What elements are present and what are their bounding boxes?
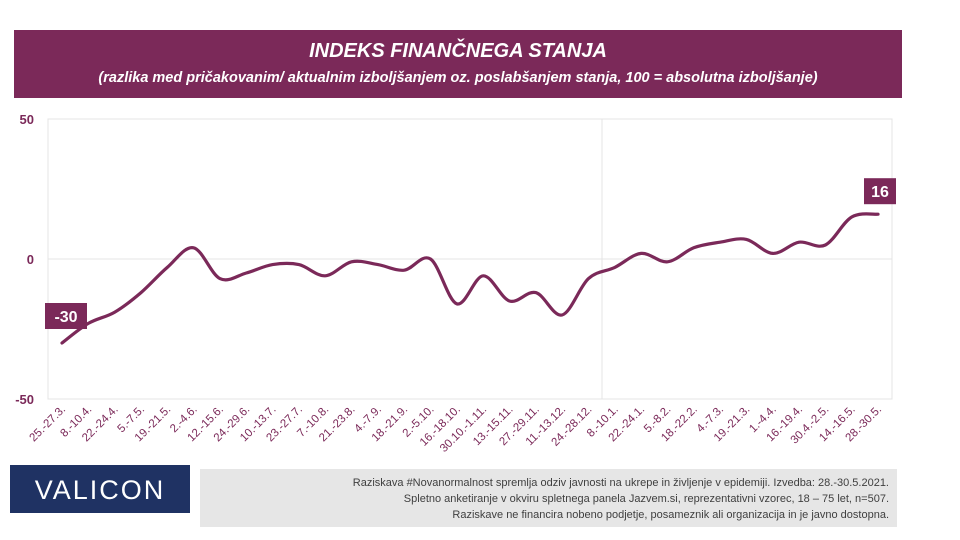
chart-subtitle: (razlika med pričakovanim/ aktualnim izb… xyxy=(98,70,818,86)
data-label: -30 xyxy=(54,309,77,326)
y-tick-label: 0 xyxy=(27,252,34,267)
footnote-box: Raziskava #Novanormalnost spremlja odziv… xyxy=(200,469,897,527)
footnote-line: Raziskave ne financira nobeno podjetje, … xyxy=(452,509,889,521)
y-tick-label: -50 xyxy=(15,392,34,407)
chart-title: INDEKS FINANČNEGA STANJA xyxy=(309,40,607,62)
data-label: 16 xyxy=(871,184,889,201)
y-tick-label: 50 xyxy=(20,112,34,127)
x-tick-label: 25.-27.3. xyxy=(28,404,69,445)
footnote-line: Raziskava #Novanormalnost spremlja odziv… xyxy=(352,477,889,489)
series-line xyxy=(60,212,880,345)
data-label-box xyxy=(864,178,896,205)
chart-header: INDEKS FINANČNEGA STANJA (razlika med pr… xyxy=(14,30,902,98)
data-label-box xyxy=(45,303,87,329)
valicon-logo: VALICON xyxy=(10,465,190,513)
footnote-line: Spletno anketiranje v okviru spletnega p… xyxy=(403,493,889,505)
